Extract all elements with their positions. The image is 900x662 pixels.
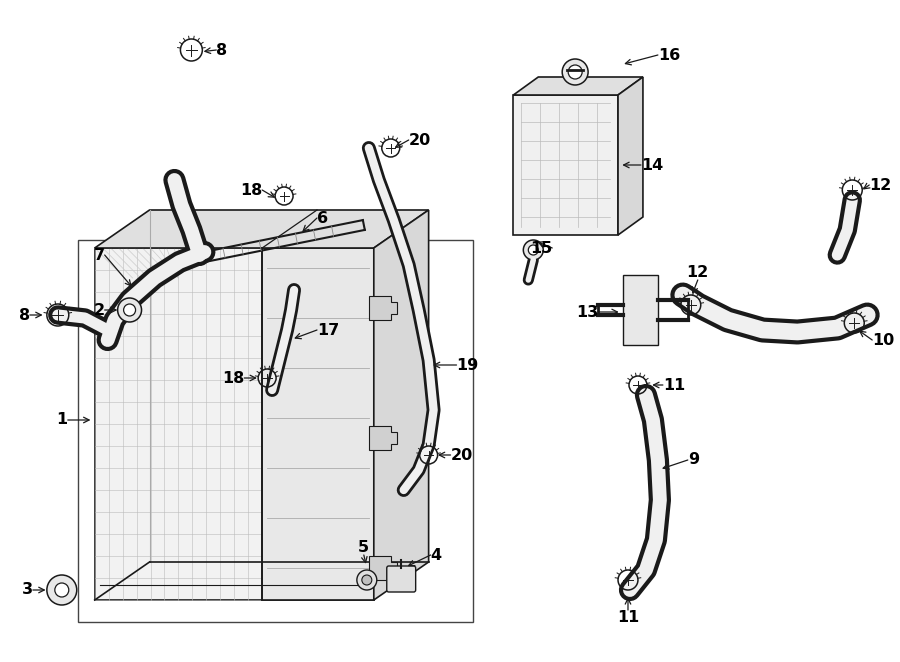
Polygon shape xyxy=(374,210,428,600)
Text: 11: 11 xyxy=(663,377,685,393)
Polygon shape xyxy=(94,210,428,248)
Text: 8: 8 xyxy=(216,42,228,58)
Text: 1: 1 xyxy=(57,412,68,428)
Circle shape xyxy=(47,575,76,605)
Polygon shape xyxy=(369,426,397,450)
Text: 18: 18 xyxy=(240,183,262,197)
Circle shape xyxy=(362,575,372,585)
Bar xyxy=(77,240,473,622)
Polygon shape xyxy=(623,275,658,345)
Polygon shape xyxy=(94,248,374,600)
Polygon shape xyxy=(369,556,397,580)
Text: 10: 10 xyxy=(872,332,895,348)
Text: 5: 5 xyxy=(358,540,369,555)
Text: 15: 15 xyxy=(530,240,553,256)
Text: 12: 12 xyxy=(869,177,892,193)
Text: 20: 20 xyxy=(409,132,431,148)
Text: 17: 17 xyxy=(317,322,339,338)
Circle shape xyxy=(118,298,141,322)
Circle shape xyxy=(528,245,538,255)
Text: 6: 6 xyxy=(317,211,328,226)
Text: 9: 9 xyxy=(688,453,699,467)
Polygon shape xyxy=(513,95,618,235)
FancyBboxPatch shape xyxy=(387,566,416,592)
Text: 13: 13 xyxy=(576,305,598,320)
Polygon shape xyxy=(262,248,374,600)
Text: 16: 16 xyxy=(658,48,680,62)
Circle shape xyxy=(523,240,544,260)
Text: 4: 4 xyxy=(430,547,442,563)
Text: 14: 14 xyxy=(641,158,663,173)
Text: 20: 20 xyxy=(451,448,472,463)
Text: 18: 18 xyxy=(222,371,244,385)
Polygon shape xyxy=(369,296,397,320)
Circle shape xyxy=(55,583,68,597)
Text: 2: 2 xyxy=(94,303,104,318)
Text: 3: 3 xyxy=(22,583,33,598)
Polygon shape xyxy=(513,77,643,95)
Polygon shape xyxy=(618,77,643,235)
Text: 8: 8 xyxy=(19,308,30,322)
Text: 7: 7 xyxy=(94,248,104,263)
Text: 19: 19 xyxy=(456,357,479,373)
Circle shape xyxy=(562,59,588,85)
Text: 12: 12 xyxy=(687,265,709,280)
Text: 11: 11 xyxy=(616,610,639,625)
Circle shape xyxy=(568,65,582,79)
Circle shape xyxy=(357,570,377,590)
Circle shape xyxy=(123,304,136,316)
